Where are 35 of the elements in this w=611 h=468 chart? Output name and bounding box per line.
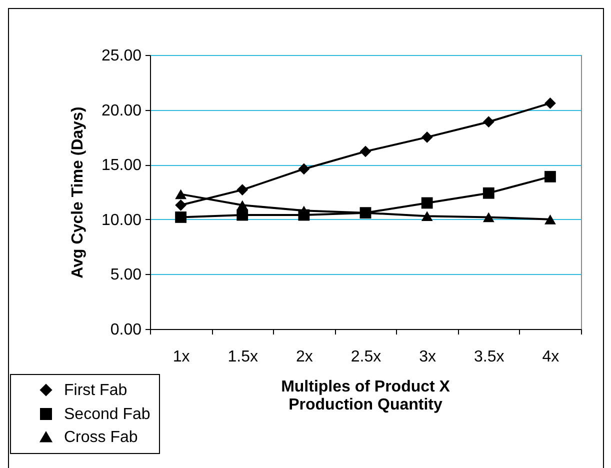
y-tick-label: 25.00	[101, 48, 142, 64]
point	[544, 170, 556, 182]
legend-label: First Fab	[64, 382, 128, 399]
y-tick-label: 0.00	[110, 322, 142, 338]
point	[298, 163, 310, 175]
point	[175, 199, 186, 211]
point	[236, 209, 248, 221]
y-axis-title: Avg Cycle Time (Days)	[69, 106, 86, 278]
x-tick-label: 4x	[542, 348, 560, 366]
point	[175, 212, 186, 223]
point	[421, 132, 433, 143]
legend-label: Second Fab	[64, 406, 150, 423]
point	[482, 212, 494, 222]
point	[175, 189, 186, 200]
y-tick-label: 15.00	[101, 157, 142, 174]
x-tick-label: 2x	[296, 348, 313, 366]
point	[236, 200, 248, 210]
y-tick-label: 20.00	[101, 102, 142, 120]
x-tick-label: 3.5x	[474, 348, 504, 366]
legend-label: Cross Fab	[64, 429, 138, 446]
point	[421, 211, 433, 222]
point	[482, 116, 494, 128]
x-tick-label: 2.5x	[350, 348, 382, 366]
point	[421, 197, 433, 209]
x-tick-label: 3x	[419, 348, 436, 366]
point	[482, 187, 494, 199]
point	[544, 98, 556, 109]
point	[544, 214, 556, 224]
point	[360, 146, 372, 158]
x-tick-label: 1x	[172, 348, 190, 366]
y-tick-label: 10.00	[101, 212, 142, 229]
y-tick-label: 5.00	[110, 266, 142, 284]
x-axis-title: Multiples of Product X Production Quantity	[281, 378, 450, 414]
point	[236, 184, 248, 196]
x-tick-label: 1.5x	[228, 348, 258, 366]
